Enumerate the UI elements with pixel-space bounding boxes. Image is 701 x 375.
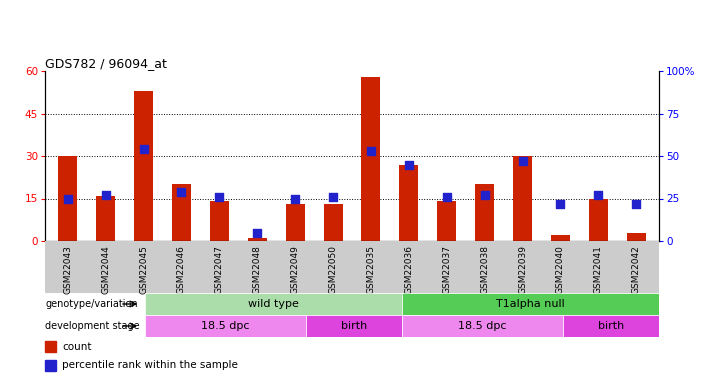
Text: GSM22039: GSM22039 [518,245,527,294]
Text: GSM22049: GSM22049 [291,245,299,294]
Point [252,230,263,236]
Text: percentile rank within the sample: percentile rank within the sample [62,360,238,370]
Point [403,162,414,168]
Text: 18.5 dpc: 18.5 dpc [458,321,507,331]
Bar [145,315,306,337]
Text: GSM22046: GSM22046 [177,245,186,294]
Point [517,158,528,164]
Text: GSM22043: GSM22043 [63,245,72,294]
Bar [513,156,532,241]
Point [327,194,339,200]
Bar [551,236,570,241]
Point [214,194,225,200]
Point [62,195,74,201]
Bar [627,232,646,241]
Bar [134,91,153,241]
Bar [172,184,191,241]
Text: GSM22035: GSM22035 [367,245,376,294]
Text: GSM22048: GSM22048 [253,245,261,294]
Text: wild type: wild type [248,299,299,309]
Bar [437,201,456,241]
Text: birth: birth [598,321,624,331]
Bar [145,293,402,315]
Point [365,148,376,154]
Text: count: count [62,342,92,351]
Text: GSM22041: GSM22041 [594,245,603,294]
Text: 18.5 dpc: 18.5 dpc [201,321,250,331]
Point [290,195,301,201]
Point [176,189,187,195]
Text: GSM22038: GSM22038 [480,245,489,294]
Bar [362,76,381,241]
Bar [402,315,563,337]
Point [555,201,566,207]
Text: genotype/variation: genotype/variation [45,299,137,309]
Bar [402,293,659,315]
Point [100,192,111,198]
Bar [324,204,343,241]
Text: GSM22044: GSM22044 [101,245,110,294]
Point [593,192,604,198]
Text: GSM22050: GSM22050 [329,245,338,294]
Text: GSM22040: GSM22040 [556,245,565,294]
Text: GSM22037: GSM22037 [442,245,451,294]
Text: birth: birth [341,321,367,331]
Bar [58,156,77,241]
Text: GDS782 / 96094_at: GDS782 / 96094_at [45,57,167,70]
Bar [475,184,494,241]
Bar [96,196,115,241]
Bar [45,360,56,371]
Text: T1alpha null: T1alpha null [496,299,565,309]
Bar [286,204,305,241]
Bar [210,201,229,241]
Point [138,146,149,152]
Point [631,201,642,207]
Point [441,194,452,200]
Bar [45,341,56,352]
Bar [563,315,659,337]
Bar [589,198,608,241]
Point [479,192,490,198]
Bar [247,238,266,241]
Text: GSM22036: GSM22036 [404,245,414,294]
Text: development stage: development stage [45,321,139,331]
Bar [306,315,402,337]
Text: GSM22042: GSM22042 [632,245,641,294]
Text: GSM22047: GSM22047 [215,245,224,294]
Text: GSM22045: GSM22045 [139,245,148,294]
Bar [400,165,418,241]
